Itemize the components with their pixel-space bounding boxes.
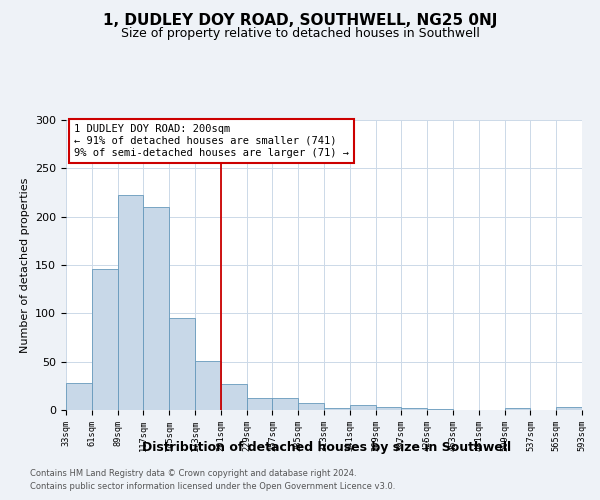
Bar [195,360,221,410]
Text: Contains HM Land Registry data © Crown copyright and database right 2024.: Contains HM Land Registry data © Crown c… [30,468,356,477]
Bar [298,403,324,410]
Bar [376,407,401,410]
Bar [324,408,350,410]
Bar [66,383,92,410]
Bar [401,408,427,410]
Bar [505,408,530,410]
Bar [556,407,582,410]
Bar [427,409,453,410]
Bar [350,405,376,410]
Text: 1, DUDLEY DOY ROAD, SOUTHWELL, NG25 0NJ: 1, DUDLEY DOY ROAD, SOUTHWELL, NG25 0NJ [103,12,497,28]
Bar [247,398,272,410]
Text: Distribution of detached houses by size in Southwell: Distribution of detached houses by size … [142,441,512,454]
Bar [92,269,118,410]
Bar [169,318,195,410]
Bar [143,207,169,410]
Text: Size of property relative to detached houses in Southwell: Size of property relative to detached ho… [121,28,479,40]
Y-axis label: Number of detached properties: Number of detached properties [20,178,29,352]
Bar [221,384,247,410]
Text: Contains public sector information licensed under the Open Government Licence v3: Contains public sector information licen… [30,482,395,491]
Text: 1 DUDLEY DOY ROAD: 200sqm
← 91% of detached houses are smaller (741)
9% of semi-: 1 DUDLEY DOY ROAD: 200sqm ← 91% of detac… [74,124,349,158]
Bar [272,398,298,410]
Bar [118,196,143,410]
